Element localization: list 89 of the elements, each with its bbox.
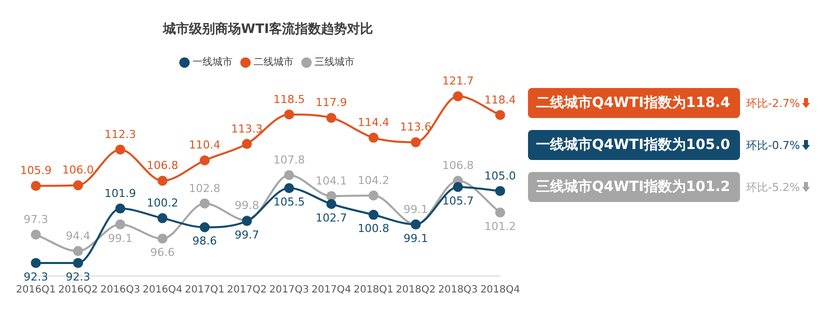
data-label: 99.1 xyxy=(403,202,428,216)
text: 二线城市Q4WTI指数为118.4 xyxy=(528,88,740,118)
data-label: 99.7 xyxy=(234,228,260,242)
x-tick-label: 2017Q4 xyxy=(311,284,352,296)
data-label: 104.2 xyxy=(358,174,390,187)
data-label: 113.6 xyxy=(400,120,432,134)
text: 环比-5.2% xyxy=(746,180,800,194)
data-label: 92.3 xyxy=(66,270,90,284)
data-label: 104.1 xyxy=(316,174,348,188)
text: 环比-2.7% xyxy=(746,96,800,110)
legend-label: 三线城市 xyxy=(314,56,354,68)
data-label: 112.3 xyxy=(104,128,136,141)
point xyxy=(115,144,126,155)
point xyxy=(368,190,379,201)
data-label: 101.9 xyxy=(104,186,136,200)
point xyxy=(200,222,210,232)
data-label: 99.8 xyxy=(234,198,260,212)
point xyxy=(157,234,168,244)
x-tick-label: 2016Q4 xyxy=(142,284,182,296)
x-tick-label: 2018Q3 xyxy=(438,284,478,296)
data-label: 102.7 xyxy=(316,211,348,224)
text: 一线城市Q4WTI指数为105.0 xyxy=(528,130,740,160)
point xyxy=(200,198,210,208)
data-label: 105.9 xyxy=(20,164,52,178)
point xyxy=(30,230,41,240)
point xyxy=(326,191,336,202)
text: 环比-0.7% xyxy=(746,138,800,152)
point xyxy=(30,180,41,191)
legend-label: 一线城市 xyxy=(192,56,232,68)
data-label: 100.8 xyxy=(358,222,390,236)
data-label: 107.8 xyxy=(273,153,305,166)
data-label: 96.6 xyxy=(150,246,175,259)
data-label: 94.4 xyxy=(66,229,90,242)
point xyxy=(452,91,463,102)
text: 三线城市Q4WTI指数为101.2 xyxy=(528,172,740,202)
point xyxy=(326,199,336,210)
point xyxy=(452,182,463,192)
data-label: 118.4 xyxy=(484,93,516,106)
point xyxy=(326,112,336,123)
data-label: 113.3 xyxy=(231,122,263,136)
x-tick-label: 2018Q2 xyxy=(396,284,436,296)
point xyxy=(368,132,379,143)
x-tick-label: 2017Q1 xyxy=(184,284,225,296)
data-label: 114.4 xyxy=(358,116,390,130)
data-label: 110.4 xyxy=(188,138,220,152)
data-label: 102.8 xyxy=(188,182,220,195)
data-label: 99.1 xyxy=(403,232,428,245)
data-label: 97.3 xyxy=(24,212,48,226)
point xyxy=(495,186,506,196)
point xyxy=(73,246,84,256)
x-tick-label: 2018Q4 xyxy=(480,284,520,296)
data-label: 106.8 xyxy=(146,159,178,172)
data-label: 105.5 xyxy=(273,195,305,208)
point xyxy=(115,219,126,230)
data-label: 99.1 xyxy=(108,232,133,245)
data-label: 117.9 xyxy=(316,96,348,110)
point xyxy=(242,138,252,149)
x-tick-label: 2016Q3 xyxy=(100,284,140,296)
data-label: 118.5 xyxy=(273,92,305,106)
x-tick-label: 2018Q1 xyxy=(354,284,394,296)
x-tick-label: 2017Q3 xyxy=(269,284,309,296)
x-tick-label: 2016Q1 xyxy=(16,284,56,296)
legend-label: 二线城市 xyxy=(254,56,294,68)
point xyxy=(73,180,84,190)
point xyxy=(410,137,421,148)
point xyxy=(495,208,506,218)
point xyxy=(284,170,294,180)
point xyxy=(157,176,168,186)
data-label: 106.8 xyxy=(442,159,474,172)
data-label: 121.7 xyxy=(442,74,474,88)
point xyxy=(30,258,41,268)
point xyxy=(368,210,379,220)
point xyxy=(495,110,506,120)
data-label: 105.0 xyxy=(484,169,516,182)
data-label: 106.0 xyxy=(62,164,94,177)
data-label: 98.6 xyxy=(192,234,217,248)
point xyxy=(115,204,126,214)
point xyxy=(284,183,294,194)
data-label: 100.2 xyxy=(146,196,178,210)
data-label: 92.3 xyxy=(24,270,48,284)
point xyxy=(73,258,84,268)
point xyxy=(284,109,294,120)
data-label: 101.2 xyxy=(484,220,516,233)
x-tick-label: 2017Q2 xyxy=(227,284,267,296)
x-tick-label: 2016Q2 xyxy=(58,284,98,296)
point xyxy=(157,213,168,224)
data-label: 105.7 xyxy=(442,194,474,208)
point xyxy=(200,155,210,166)
chart-title: 城市级别商场WTI客流指数趋势对比 xyxy=(162,21,374,38)
